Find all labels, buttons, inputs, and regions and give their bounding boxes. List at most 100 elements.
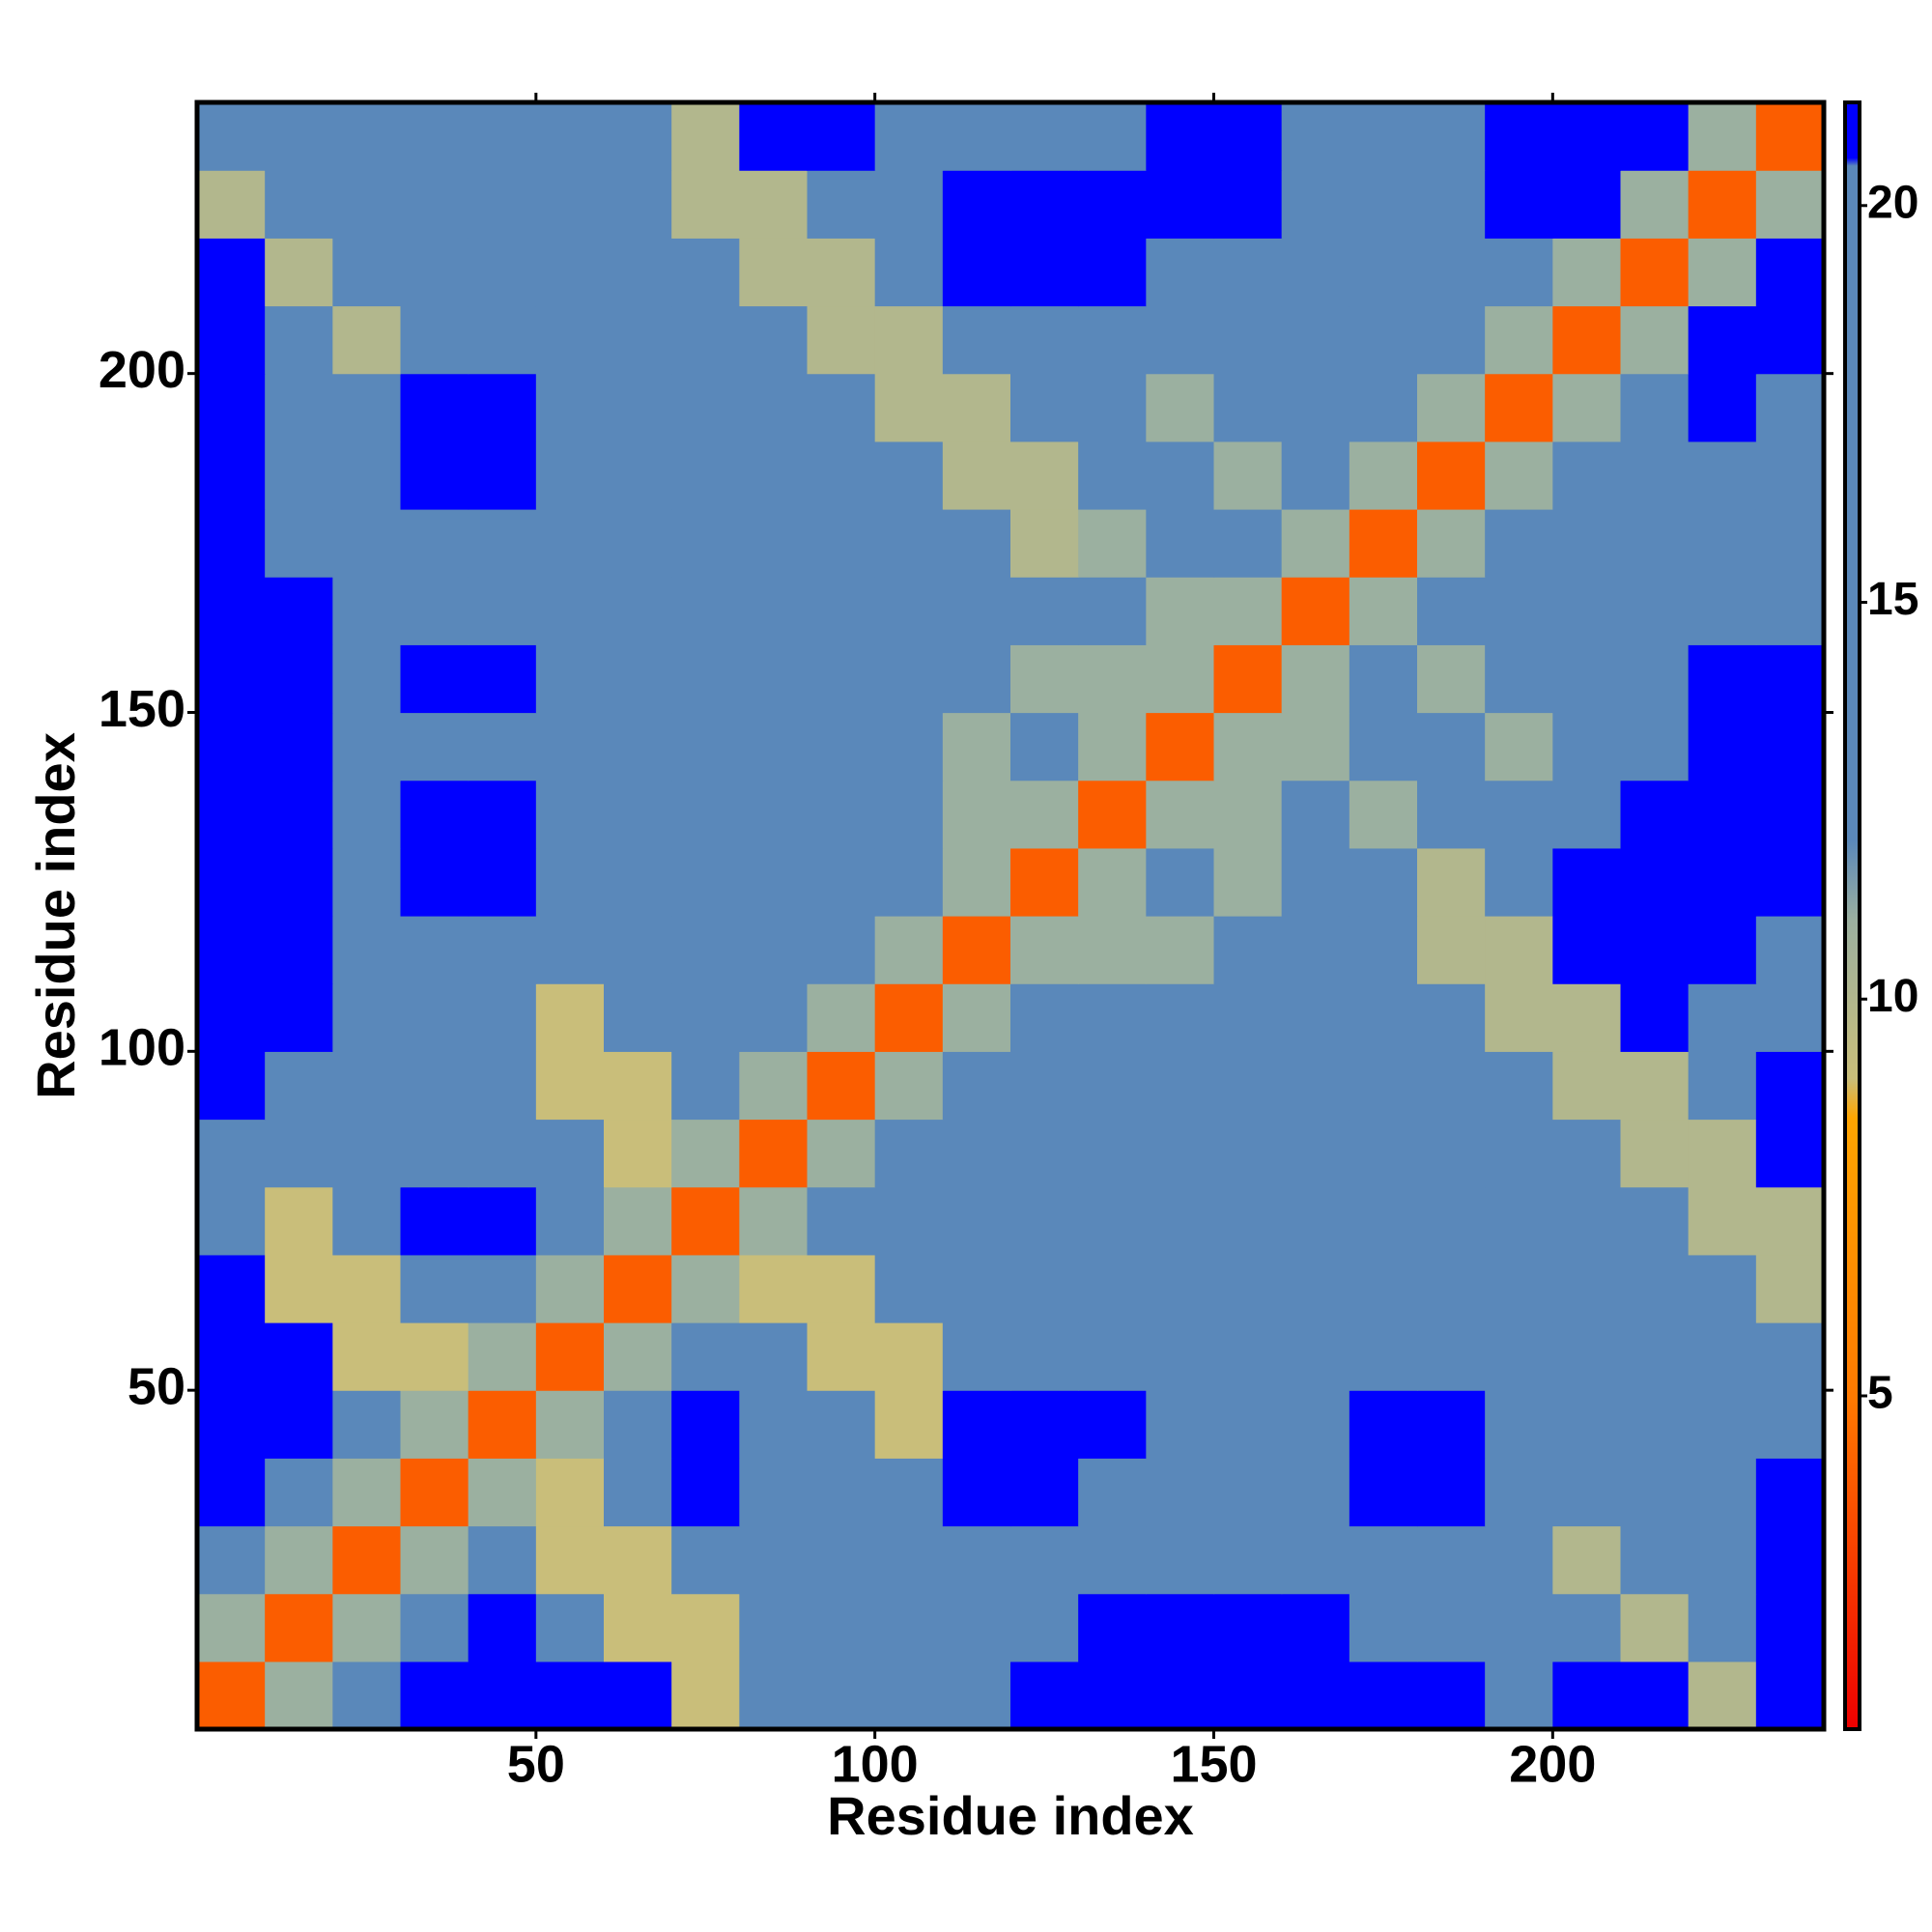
heatmap-cell [1146, 848, 1214, 917]
heatmap-cell [197, 644, 266, 713]
heatmap-cell [1621, 1526, 1690, 1595]
heatmap-cell [332, 1187, 401, 1256]
heatmap-cell [1621, 238, 1690, 306]
heatmap-cell [671, 374, 740, 442]
heatmap-cell [943, 1458, 1011, 1526]
heatmap-cell [739, 1458, 808, 1526]
heatmap-cell [1010, 374, 1079, 442]
heatmap-cell [401, 1662, 469, 1730]
heatmap-cell [536, 781, 605, 849]
heatmap-cell [1756, 1187, 1825, 1256]
heatmap-cell [1552, 170, 1621, 239]
heatmap-cell [332, 848, 401, 917]
heatmap-cell [1350, 713, 1418, 781]
heatmap-cell [1552, 374, 1621, 442]
heatmap-cell [332, 441, 401, 510]
heatmap-cell [1214, 1187, 1283, 1256]
heatmap-cell [1552, 1662, 1621, 1730]
heatmap-cell [265, 644, 333, 713]
x-tick-label: 50 [507, 1735, 565, 1793]
heatmap-cell [1756, 1051, 1825, 1120]
heatmap-cell [1010, 102, 1079, 171]
heatmap-cell [1282, 306, 1350, 375]
heatmap-cell [808, 781, 876, 849]
heatmap-cell [1214, 916, 1283, 984]
heatmap-cell [1417, 848, 1486, 917]
heatmap-cell [1689, 1526, 1757, 1595]
heatmap-cell [671, 1322, 740, 1391]
colorbar-tick-label: 15 [1867, 574, 1918, 625]
heatmap-cell [1214, 1662, 1283, 1730]
heatmap-cell [1621, 916, 1690, 984]
heatmap-cell [536, 577, 605, 645]
heatmap-cell [469, 848, 537, 917]
heatmap-cell [1621, 1594, 1690, 1662]
heatmap-cell [1078, 916, 1147, 984]
heatmap-cell [265, 1526, 333, 1595]
heatmap-cell [1010, 1322, 1079, 1391]
heatmap-cell [1350, 1526, 1418, 1595]
heatmap-cell [943, 306, 1011, 375]
heatmap-cell [1689, 1051, 1757, 1120]
heatmap-cell [1756, 848, 1825, 917]
heatmap-cell [1350, 577, 1418, 645]
heatmap-cell [1282, 713, 1350, 781]
page: {"chart_data": { "type": "heatmap", "x_l… [0, 0, 1932, 1932]
heatmap-cell [671, 1390, 740, 1459]
heatmap-cell [1214, 238, 1283, 306]
heatmap-cell [943, 1390, 1011, 1459]
heatmap-cell [332, 1120, 401, 1188]
heatmap-cell [1350, 848, 1418, 917]
heatmap-cell [536, 1662, 605, 1730]
heatmap-cell [197, 1051, 266, 1120]
heatmap-cell [1214, 644, 1283, 713]
heatmap-cell [197, 781, 266, 849]
heatmap-cell [469, 916, 537, 984]
heatmap-cell [469, 1187, 537, 1256]
heatmap-cell [536, 1120, 605, 1188]
heatmap-cell [332, 1322, 401, 1391]
heatmap-cell [604, 170, 672, 239]
heatmap-cell [1078, 306, 1147, 375]
heatmap-cell [469, 1051, 537, 1120]
heatmap-cell [808, 916, 876, 984]
heatmap-cell [536, 1322, 605, 1391]
heatmap-cell [1078, 1120, 1147, 1188]
heatmap-cell [1417, 374, 1486, 442]
heatmap-cell [671, 1120, 740, 1188]
heatmap-cell [536, 1526, 605, 1595]
heatmap-cell [1146, 577, 1214, 645]
heatmap-cell [671, 1662, 740, 1730]
heatmap-cell [1010, 916, 1079, 984]
heatmap-cell [1350, 374, 1418, 442]
heatmap-cell [943, 1255, 1011, 1323]
heatmap-cell [671, 1051, 740, 1120]
heatmap-cell [1485, 644, 1553, 713]
heatmap-cell [1417, 1594, 1486, 1662]
heatmap-cell [197, 441, 266, 510]
heatmap-cell [1485, 781, 1553, 849]
heatmap-cell [332, 509, 401, 578]
heatmap-cell [1756, 1390, 1825, 1459]
heatmap-cell [1552, 1458, 1621, 1526]
heatmap-cell [1350, 1051, 1418, 1120]
colorbar [1845, 102, 1860, 1729]
heatmap-cell [401, 1051, 469, 1120]
heatmap-cell [401, 509, 469, 578]
heatmap-cell [943, 1526, 1011, 1595]
heatmap-cell [1282, 509, 1350, 578]
heatmap-cell [1756, 509, 1825, 578]
heatmap-cell [604, 781, 672, 849]
heatmap-cell [1689, 848, 1757, 917]
heatmap-cell [1282, 1662, 1350, 1730]
heatmap-cell [401, 848, 469, 917]
y-tick-label: 150 [99, 680, 185, 738]
heatmap-cell [1350, 1662, 1418, 1730]
heatmap-cells [197, 102, 1825, 1730]
heatmap-cell [808, 441, 876, 510]
heatmap-cell [875, 1322, 944, 1391]
heatmap-cell [1350, 1594, 1418, 1662]
heatmap-cell [875, 1051, 944, 1120]
heatmap-cell [808, 1594, 876, 1662]
heatmap-cell [1146, 983, 1214, 1052]
